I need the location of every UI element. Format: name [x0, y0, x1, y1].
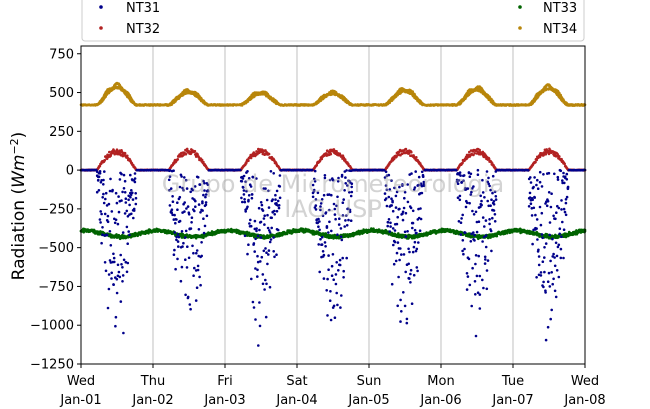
grid-lines	[152, 46, 514, 364]
point-nt32	[478, 148, 482, 152]
point-nt32	[473, 152, 477, 155]
point-nt32	[534, 160, 537, 164]
point-nt32	[487, 157, 491, 161]
point-nt32	[267, 152, 271, 156]
point-nt32	[120, 150, 124, 153]
point-nt32	[193, 149, 197, 153]
point-nt32	[247, 159, 250, 163]
point-nt32	[196, 153, 199, 156]
point-nt33	[136, 234, 139, 238]
point-nt33	[92, 228, 96, 232]
point-nt32	[111, 151, 115, 155]
point-nt33	[505, 231, 509, 235]
point-nt32	[115, 148, 119, 151]
point-nt32	[410, 150, 413, 154]
point-nt32	[563, 162, 566, 166]
point-nt32	[176, 158, 180, 161]
point-nt33	[495, 234, 499, 238]
point-nt32	[329, 152, 333, 156]
data-points	[79, 81, 587, 347]
point-nt32	[126, 154, 129, 158]
point-nt32	[200, 158, 204, 162]
point-nt32	[415, 156, 418, 159]
point-nt32	[123, 151, 127, 155]
point-nt32	[185, 147, 189, 151]
point-nt32	[108, 150, 111, 154]
point-nt32	[320, 157, 324, 161]
point-nt32	[558, 155, 561, 158]
point-nt33	[147, 232, 150, 235]
point-nt32	[103, 159, 107, 162]
point-nt32	[184, 152, 188, 156]
point-nt32	[404, 147, 408, 151]
